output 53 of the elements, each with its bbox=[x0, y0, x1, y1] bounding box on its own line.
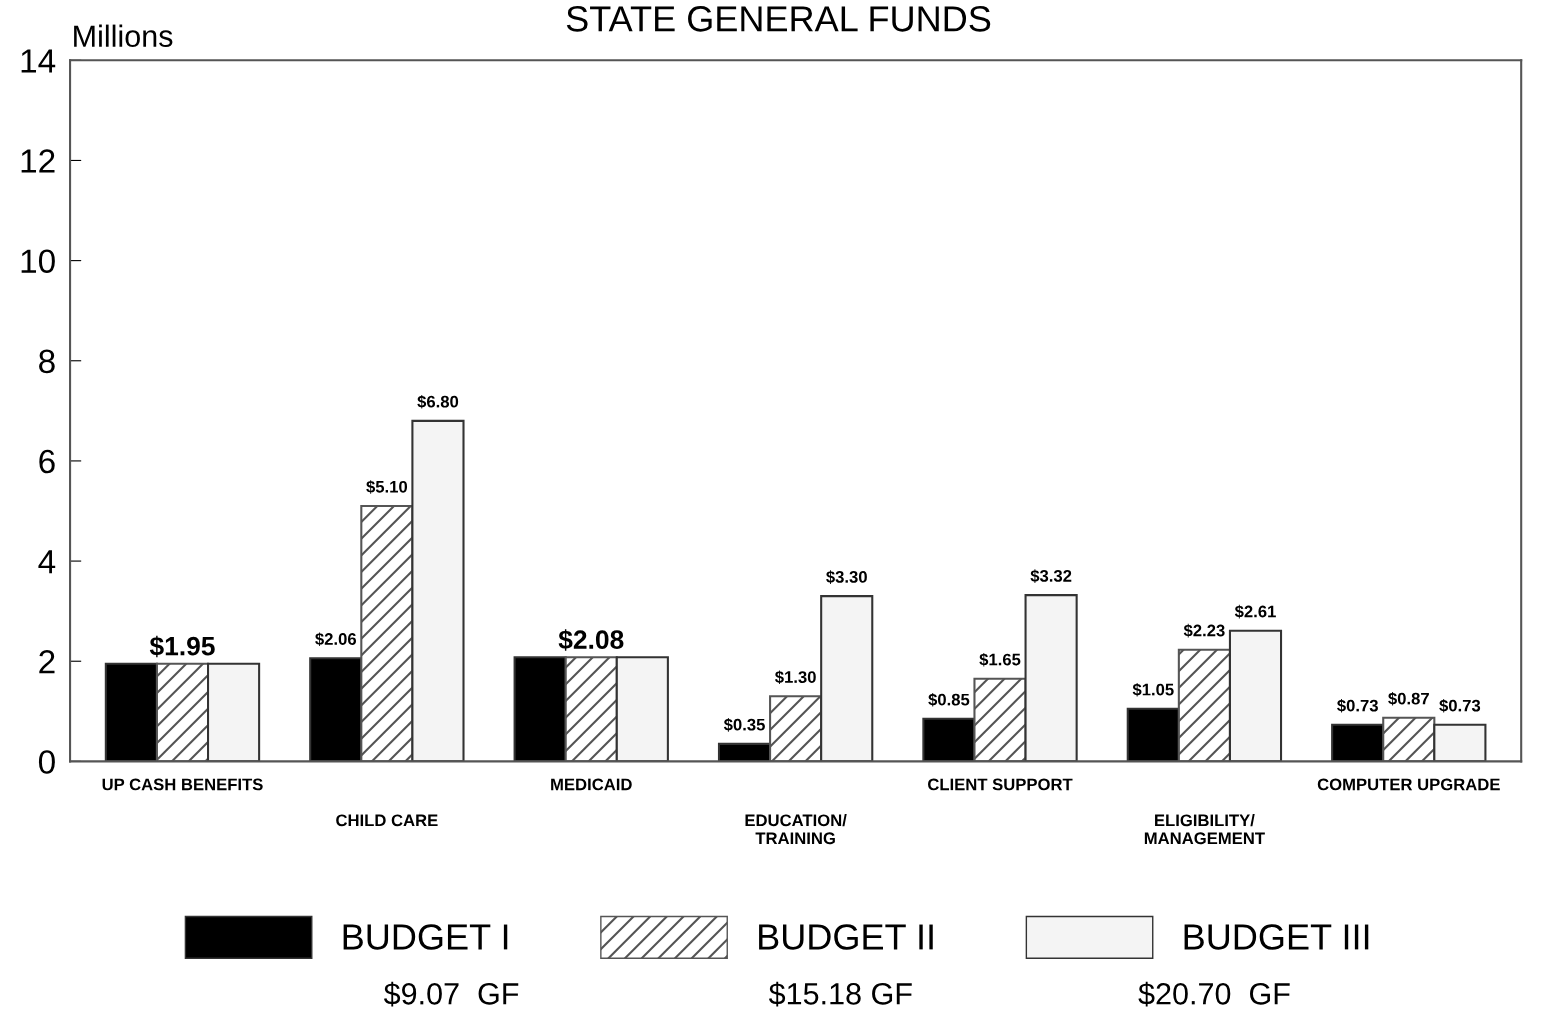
y-tick-label: 4 bbox=[38, 550, 56, 574]
y-tick-label: 0 bbox=[38, 750, 55, 774]
y-tick-label: 2 bbox=[39, 650, 55, 674]
data-label: $3.30 bbox=[826, 570, 867, 584]
data-label: $1.30 bbox=[774, 670, 816, 685]
data-label: $1.05 bbox=[1132, 682, 1174, 697]
y-tick-label: 14 bbox=[21, 49, 56, 73]
y-tick-label: 12 bbox=[21, 149, 55, 173]
data-label: $0.85 bbox=[928, 692, 970, 707]
bar bbox=[1228, 629, 1283, 762]
data-label: $2.08 bbox=[558, 629, 624, 651]
data-label: $1.65 bbox=[979, 652, 1021, 667]
x-tick-label: UP CASH BENEFITS bbox=[102, 778, 263, 791]
data-label: $0.87 bbox=[1388, 691, 1429, 706]
legend-label: BUDGET III bbox=[1184, 924, 1369, 950]
bar bbox=[820, 595, 874, 762]
bar bbox=[1331, 723, 1385, 762]
x-tick-label: MEDICAID bbox=[551, 778, 632, 791]
x-tick-label: EDUCATION/ TRAINING bbox=[745, 813, 847, 845]
text: $15.18 GF bbox=[768, 981, 912, 1007]
chart-title: STATE GENERAL FUNDS bbox=[566, 6, 991, 32]
data-label: $2.23 bbox=[1183, 623, 1225, 638]
data-label: $0.73 bbox=[1337, 698, 1378, 713]
data-label: $6.80 bbox=[417, 395, 459, 409]
bar bbox=[1126, 707, 1180, 762]
x-tick-label: COMPUTER UPGRADE bbox=[1317, 778, 1500, 791]
y-tick-label: 8 bbox=[39, 349, 55, 374]
data-label: $0.73 bbox=[1439, 698, 1481, 713]
legend-label: BUDGET I bbox=[343, 924, 508, 950]
data-label: $0.35 bbox=[723, 718, 765, 732]
data-label: $1.95 bbox=[149, 635, 215, 658]
text: $9.07 GF bbox=[383, 981, 519, 1007]
y-axis-title: Millions bbox=[74, 24, 173, 48]
bar bbox=[615, 656, 669, 762]
text: $20.70 GF bbox=[1138, 981, 1290, 1007]
bar bbox=[922, 717, 976, 762]
bar bbox=[1024, 594, 1078, 762]
bar bbox=[411, 419, 465, 762]
y-tick-label: 10 bbox=[21, 249, 55, 274]
bar bbox=[104, 662, 158, 762]
bar bbox=[513, 656, 567, 762]
legend-label: BUDGET II bbox=[759, 924, 933, 950]
data-label: $2.06 bbox=[315, 632, 357, 646]
x-tick-label: CHILD CARE bbox=[336, 814, 438, 827]
x-tick-label: CLIENT SUPPORT bbox=[928, 778, 1073, 791]
bar bbox=[309, 657, 363, 762]
x-tick-label: ELIGIBILITY/ MANAGEMENT bbox=[1144, 813, 1265, 845]
data-label: $3.32 bbox=[1030, 569, 1072, 583]
bar bbox=[1433, 723, 1487, 762]
bar bbox=[206, 662, 261, 762]
data-label: $2.61 bbox=[1234, 604, 1276, 619]
y-tick-label: 6 bbox=[39, 449, 55, 474]
data-label: $5.10 bbox=[366, 480, 408, 494]
